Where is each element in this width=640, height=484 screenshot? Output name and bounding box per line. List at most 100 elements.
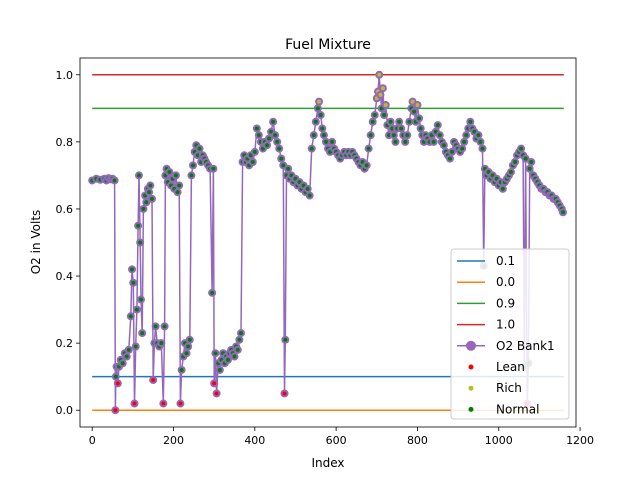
normal-point — [187, 337, 192, 342]
normal-point — [238, 331, 243, 336]
normal-point — [211, 166, 216, 171]
normal-point — [529, 159, 534, 164]
x-tick-label: 600 — [326, 434, 347, 447]
normal-point — [500, 186, 505, 191]
normal-point — [210, 290, 215, 295]
normal-point — [368, 133, 373, 138]
normal-point — [140, 331, 145, 336]
rich-point — [380, 86, 385, 91]
normal-point — [370, 119, 375, 124]
normal-point — [213, 351, 218, 356]
normal-point — [217, 367, 222, 372]
normal-point — [148, 183, 153, 188]
normal-point — [313, 119, 318, 124]
normal-point — [281, 163, 286, 168]
x-tick-label: 400 — [244, 434, 265, 447]
lean-point — [151, 378, 156, 383]
normal-point — [560, 210, 565, 215]
normal-point — [273, 133, 278, 138]
legend-label: 1.0 — [496, 318, 515, 332]
y-axis: 0.0 0.2 0.4 0.6 0.8 1.0 — [56, 69, 80, 417]
x-tick-label: 1000 — [485, 434, 513, 447]
rich-point — [317, 99, 322, 104]
normal-point — [153, 324, 158, 329]
normal-point — [225, 357, 230, 362]
normal-point — [159, 341, 164, 346]
normal-point — [189, 173, 194, 178]
x-tick-label: 1200 — [566, 434, 594, 447]
normal-point — [136, 223, 141, 228]
lean-point — [282, 391, 287, 396]
lean-point — [214, 391, 219, 396]
y-tick-label: 0.4 — [56, 270, 74, 283]
normal-point — [186, 344, 191, 349]
normal-point — [167, 170, 172, 175]
legend-label: 0.1 — [496, 254, 515, 268]
lean-point — [115, 381, 120, 386]
normal-point — [149, 196, 154, 201]
normal-point — [112, 178, 117, 183]
normal-point — [133, 344, 138, 349]
normal-point — [197, 146, 202, 151]
normal-point — [179, 367, 184, 372]
normal-point — [124, 354, 129, 359]
legend-marker — [468, 385, 474, 391]
normal-point — [311, 133, 316, 138]
legend-marker — [468, 364, 474, 370]
normal-point — [468, 119, 473, 124]
normal-point — [252, 149, 257, 154]
normal-point — [403, 139, 408, 144]
normal-point — [462, 139, 467, 144]
normal-point — [128, 314, 133, 319]
normal-point — [131, 280, 136, 285]
legend-label: Lean — [496, 360, 525, 374]
normal-point — [232, 354, 237, 359]
legend: 0.1 0.0 0.9 1.0 O2 Bank1 Lean Rich Normal — [450, 248, 570, 420]
normal-point — [237, 337, 242, 342]
x-tick-label: 800 — [407, 434, 428, 447]
normal-point — [399, 126, 404, 131]
normal-point — [390, 126, 395, 131]
normal-point — [464, 133, 469, 138]
normal-point — [330, 139, 335, 144]
rich-point — [383, 102, 388, 107]
legend-label: Normal — [496, 402, 539, 416]
normal-point — [173, 173, 178, 178]
normal-point — [412, 109, 417, 114]
normal-point — [508, 170, 513, 175]
normal-point — [162, 324, 167, 329]
y-tick-label: 0.6 — [56, 203, 74, 216]
normal-point — [126, 347, 131, 352]
normal-point — [283, 337, 288, 342]
y-tick-label: 0.8 — [56, 136, 74, 149]
x-axis: 0 200 400 600 800 1000 1200 — [89, 427, 594, 447]
normal-point — [267, 136, 272, 141]
y-axis-label: O2 in Volts — [29, 210, 43, 275]
normal-point — [388, 119, 393, 124]
legend-label: 0.9 — [496, 296, 515, 310]
normal-point — [523, 156, 528, 161]
legend-marker — [468, 406, 474, 412]
normal-point — [417, 116, 422, 121]
lean-point — [113, 408, 118, 413]
normal-point — [136, 173, 141, 178]
normal-point — [250, 159, 255, 164]
x-tick-label: 200 — [163, 434, 184, 447]
rich-point — [377, 72, 382, 77]
rich-point — [378, 92, 383, 97]
normal-point — [476, 133, 481, 138]
normal-point — [138, 240, 143, 245]
normal-point — [134, 307, 139, 312]
normal-point — [305, 186, 310, 191]
normal-point — [195, 153, 200, 158]
normal-point — [405, 133, 410, 138]
rich-point — [410, 99, 415, 104]
normal-point — [441, 143, 446, 148]
normal-point — [364, 163, 369, 168]
normal-point — [447, 156, 452, 161]
legend-marker — [466, 340, 476, 351]
normal-point — [450, 149, 454, 154]
normal-point — [141, 206, 146, 211]
